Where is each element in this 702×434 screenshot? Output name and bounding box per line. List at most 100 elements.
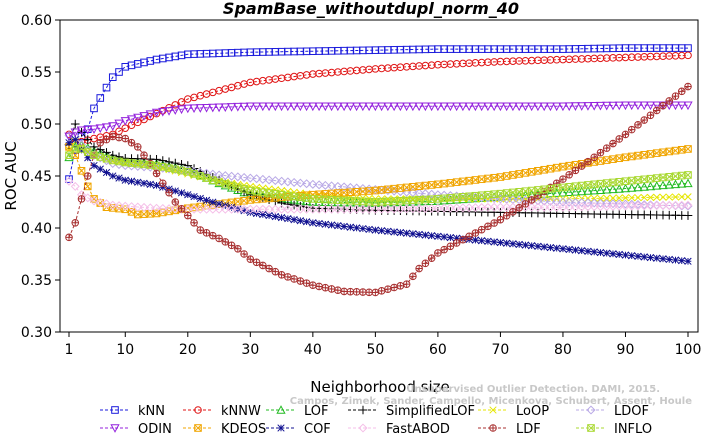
point-odin: [464, 102, 474, 112]
point-fastabod: [95, 197, 105, 207]
series-inflo: [65, 145, 692, 206]
point-ldf: [271, 267, 280, 276]
point-lof: [614, 184, 624, 193]
point-cof: [540, 243, 548, 251]
point-odin: [414, 102, 424, 112]
point-fastabod: [502, 202, 512, 212]
point-ldf: [315, 282, 323, 291]
point-cof: [277, 213, 286, 222]
point-odin: [95, 124, 105, 134]
point-cof: [202, 196, 211, 204]
point-fastabod: [258, 204, 268, 214]
point-inflo: [65, 151, 73, 159]
point-loop: [621, 194, 630, 202]
point-cof: [352, 224, 361, 232]
point-fastabod: [452, 203, 462, 213]
point-ldf: [677, 87, 686, 96]
legend-label-simplifiedlof: SimplifiedLOF: [386, 404, 475, 419]
point-fastabod: [495, 202, 505, 212]
point-ldf: [190, 219, 198, 227]
point-knnw: [190, 93, 198, 102]
point-fastabod: [570, 202, 580, 212]
point-odin: [608, 101, 618, 111]
point-fastabod: [583, 202, 593, 212]
point-cof: [121, 176, 129, 184]
point-cof: [102, 168, 111, 177]
point-cof: [196, 194, 204, 203]
point-knn: [102, 83, 111, 92]
point-ldof: [552, 197, 562, 207]
point-odin: [502, 102, 512, 112]
point-ldf: [377, 287, 386, 295]
point-lof: [577, 186, 587, 196]
point-lof: [602, 184, 612, 194]
point-fastabod: [308, 204, 318, 214]
point-kdeos: [452, 178, 461, 186]
point-odin: [158, 107, 168, 117]
point-cof: [446, 233, 455, 242]
point-lof: [677, 178, 687, 188]
point-odin: [602, 101, 612, 111]
legend: kNN kNNW LOF SimplifiedLOF LoOP LDOF ODIN KDEOS…: [100, 404, 652, 434]
point-odin: [564, 102, 574, 112]
point-fastabod: [214, 204, 224, 214]
point-cof: [96, 165, 104, 173]
point-inflo: [565, 183, 574, 191]
point-odin: [470, 102, 481, 112]
point-fastabod: [527, 202, 537, 212]
point-ldof: [308, 179, 318, 189]
point-ldf: [215, 234, 223, 243]
point-cof: [140, 179, 148, 187]
point-kdeos: [477, 175, 486, 184]
point-cof: [409, 230, 417, 238]
point-ldf: [459, 235, 467, 244]
point-cof: [478, 237, 486, 245]
point-odin: [189, 104, 199, 114]
point-ldf: [115, 133, 123, 142]
point-lof: [683, 178, 693, 188]
point-ldof: [320, 180, 330, 190]
point-ldf: [577, 162, 586, 170]
point-ldf: [371, 288, 380, 297]
watermark-line-1: Unsupervised Outlier Detection. DAMI, 20…: [406, 384, 660, 395]
point-ldf: [596, 148, 605, 157]
point-cof: [503, 239, 511, 247]
point-ldf: [590, 153, 599, 162]
point-knn: [146, 57, 155, 65]
point-odin: [289, 102, 299, 112]
point-fastabod: [64, 176, 74, 186]
point-odin: [627, 101, 637, 111]
point-fastabod: [220, 204, 230, 214]
point-odin: [458, 102, 468, 112]
point-simplifiedlof: [77, 128, 86, 137]
point-ldf: [584, 157, 592, 166]
point-lof: [552, 188, 562, 197]
point-odin: [439, 102, 449, 112]
point-inflo: [646, 174, 655, 183]
point-ldof: [527, 195, 537, 205]
legend-item-inflo: INFLO: [576, 422, 652, 434]
point-ldf: [652, 106, 661, 115]
point-cof: [496, 238, 505, 247]
point-inflo: [477, 191, 486, 200]
point-fastabod: [195, 204, 205, 214]
point-loop: [659, 193, 667, 201]
point-ldf: [484, 222, 492, 231]
point-fastabod: [377, 204, 387, 214]
point-odin: [383, 102, 393, 112]
point-ldf: [296, 277, 305, 285]
point-odin: [445, 102, 456, 112]
point-odin: [489, 102, 499, 112]
point-fastabod: [202, 204, 212, 214]
point-ldf: [521, 200, 530, 208]
point-ldf: [477, 225, 486, 234]
point-kdeos: [621, 153, 630, 162]
point-odin: [114, 119, 124, 129]
point-cof: [209, 198, 217, 206]
point-ldf: [609, 139, 617, 148]
point-ldf: [265, 264, 273, 273]
point-simplifiedlof: [83, 135, 93, 144]
point-ldf: [446, 242, 455, 251]
point-fastabod: [152, 203, 162, 213]
point-cof: [609, 250, 617, 258]
